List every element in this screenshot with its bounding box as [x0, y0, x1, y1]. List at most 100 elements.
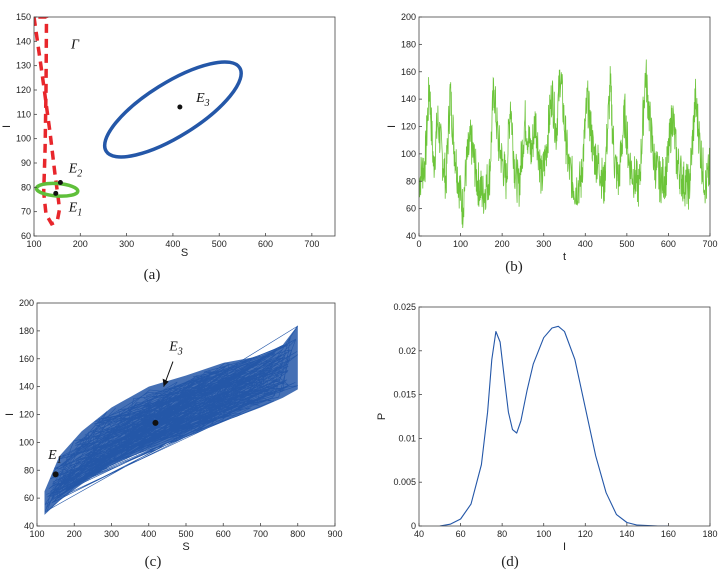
x-tick-label: 160 [661, 529, 676, 539]
x-tick-label: 600 [661, 239, 676, 249]
x-tick-label: 100 [536, 529, 551, 539]
y-tick-label: 0.02 [398, 346, 416, 356]
x-tick-label: 700 [702, 239, 717, 249]
x-tick-label: 140 [619, 529, 634, 539]
trajectory-lines [44, 325, 298, 513]
y-tick-label: 90 [21, 158, 31, 168]
equilibrium-point [52, 471, 59, 478]
y-axis-label: I [1, 125, 13, 128]
large-limit-cycle [102, 60, 243, 159]
caption-c: (c) [144, 554, 162, 570]
x-tick-label: 500 [212, 239, 227, 249]
y-tick-label: 120 [19, 410, 34, 420]
x-tick-label: 180 [702, 529, 717, 539]
point-annotation: E2 [68, 162, 83, 180]
equilibrium-point [53, 190, 59, 196]
plot-area [34, 17, 243, 227]
y-tick-label: 0 [411, 521, 416, 531]
y-tick-label: 120 [16, 85, 31, 95]
small-limit-cycle [34, 181, 80, 198]
y-tick-label: 120 [401, 122, 416, 132]
x-tick-label: 800 [290, 529, 305, 539]
y-tick-label: 180 [19, 326, 34, 336]
arrow-head [162, 378, 169, 387]
y-tick-label: 110 [17, 109, 31, 119]
plot-frame [418, 306, 711, 527]
panel-d: 40 60 80 100 120 140 160 180 0 0.005 0.01 0.015 0.02… [376, 302, 718, 553]
y-tick-label: 130 [16, 61, 31, 71]
x-axis-label: S [182, 541, 189, 553]
x-tick-label: 100 [29, 529, 44, 539]
y-tick-label: 160 [401, 67, 416, 77]
x-tick-label: 300 [536, 239, 551, 249]
y-tick-label: 180 [401, 39, 416, 49]
x-tick-label: 200 [495, 239, 510, 249]
x-tick-label: 500 [619, 239, 634, 249]
y-tick-label: 80 [21, 182, 31, 192]
x-tick-label: 100 [26, 239, 41, 249]
plot-area [419, 59, 710, 229]
point-annotation: Γ [70, 38, 80, 53]
annotation-subscript: 2 [77, 169, 82, 180]
y-tick-label: 70 [21, 207, 31, 217]
caption-d: (d) [501, 554, 519, 570]
plot-frame [33, 16, 336, 237]
y-tick-label: 200 [19, 298, 34, 308]
x-tick-label: 80 [497, 529, 507, 539]
annotation-subscript: 3 [177, 346, 183, 357]
separatrix-gamma [34, 17, 62, 227]
x-tick-label: 300 [104, 529, 119, 539]
y-tick-label: 140 [19, 382, 34, 392]
x-tick-label: 700 [304, 239, 319, 249]
density-curve [439, 325, 669, 526]
x-tick-label: 600 [258, 239, 273, 249]
x-tick-label: 600 [216, 529, 231, 539]
x-tick-label: 500 [178, 529, 193, 539]
x-tick-label: 900 [327, 529, 342, 539]
y-tick-label: 0.025 [393, 302, 416, 312]
caption-b: (b) [505, 259, 523, 275]
y-tick-label: 160 [19, 354, 34, 364]
x-tick-label: 400 [165, 239, 180, 249]
y-tick-label: 100 [401, 149, 416, 159]
panel-b: 0 100 200 300 400 500 600 700 40 60 80 100 120 140 160… [386, 12, 718, 263]
y-tick-label: 60 [24, 493, 34, 503]
y-axis-label: I [386, 125, 398, 128]
annotation-subscript: 1 [77, 208, 82, 219]
y-tick-label: 0.005 [393, 477, 416, 487]
y-tick-label: 40 [406, 231, 416, 241]
x-tick-label: 120 [578, 529, 593, 539]
point-annotation: E3 [168, 339, 183, 357]
point-annotation: E1 [47, 448, 62, 466]
x-axis-label: t [563, 251, 566, 263]
caption-a: (a) [143, 267, 161, 283]
x-tick-label: 0 [416, 239, 421, 249]
y-tick-label: 60 [21, 231, 31, 241]
x-tick-label: 40 [414, 529, 424, 539]
annotation-subscript: 3 [204, 98, 210, 109]
x-tick-label: 200 [73, 239, 88, 249]
time-series-line [419, 59, 710, 229]
equilibrium-point [57, 179, 63, 185]
y-tick-label: 150 [16, 12, 31, 22]
y-axis-label: I [4, 413, 16, 416]
plot-area [44, 325, 298, 515]
y-tick-label: 140 [401, 94, 416, 104]
x-tick-label: 400 [578, 239, 593, 249]
x-tick-label: 300 [119, 239, 134, 249]
x-axis-label: I [563, 541, 566, 553]
y-tick-label: 200 [401, 12, 416, 22]
y-tick-label: 80 [406, 176, 416, 186]
equilibrium-point [177, 104, 183, 110]
equilibrium-point [152, 419, 159, 426]
x-tick-label: 100 [453, 239, 468, 249]
point-annotation: E1 [68, 201, 83, 219]
y-tick-label: 0.01 [398, 433, 416, 443]
y-tick-label: 0.015 [393, 390, 416, 400]
x-tick-label: 400 [141, 529, 156, 539]
y-tick-label: 140 [16, 36, 31, 46]
x-axis-label: S [181, 247, 188, 259]
y-tick-label: 100 [16, 134, 31, 144]
y-tick-label: 40 [24, 521, 34, 531]
